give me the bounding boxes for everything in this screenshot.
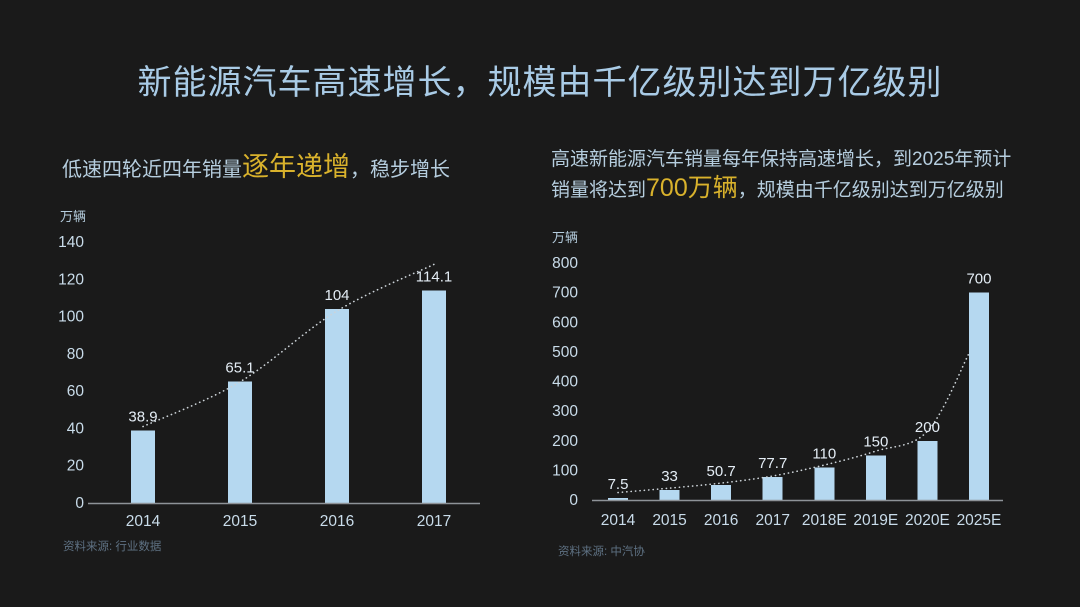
x-label-2017: 2017 (755, 512, 789, 529)
y-tick-0: 0 (569, 492, 578, 509)
bar-2017 (762, 476, 783, 500)
left-subtitle-post: ，稳步增长 (350, 159, 450, 181)
x-label-2015: 2015 (223, 513, 257, 530)
left-chart-subtitle: 低速四轮近四年销量逐年递增，稳步增长 (62, 150, 532, 187)
y-tick-800: 800 (552, 255, 578, 272)
y-axis-unit-label: 万辆 (60, 209, 86, 224)
bar-2015 (659, 490, 680, 500)
left-subtitle-highlight: 逐年递增 (242, 152, 350, 182)
bar-2020E (917, 440, 938, 500)
value-label-2018E: 110 (812, 445, 836, 462)
x-label-2020E: 2020E (905, 512, 950, 529)
y-tick-120: 120 (58, 271, 84, 288)
right-bar-chart: 万辆 0 100 200 300 400 500 600 700 800 7.5 33 50.7 77.7… (552, 230, 1003, 529)
y-tick-400: 400 (552, 374, 578, 391)
y-tick-60: 60 (67, 383, 85, 400)
y-tick-300: 300 (552, 403, 578, 420)
y-tick-80: 80 (67, 346, 85, 363)
left-subtitle-pre: 低速四轮近四年销量 (62, 159, 242, 181)
bar-2016 (711, 484, 732, 500)
x-label-2016: 2016 (704, 512, 738, 529)
bar-2017 (422, 290, 446, 503)
right-subtitle-post: ，规模由千亿级别达到万亿级别 (737, 180, 1004, 201)
bar-2014 (131, 430, 155, 503)
value-label-2015: 65.1 (225, 360, 254, 377)
right-chart-subtitle: 高速新能源汽车销量每年保持高速增长，到2025年预计销量将达到700万辆，规模由… (551, 146, 1018, 205)
x-label-2025E: 2025E (957, 512, 1002, 529)
x-label-2014: 2014 (126, 513, 161, 530)
x-label-2014: 2014 (601, 512, 636, 529)
bar-2025E (968, 292, 989, 500)
y-tick-20: 20 (67, 458, 85, 475)
value-label-2014: 38.9 (128, 408, 157, 425)
y-tick-140: 140 (58, 234, 84, 251)
value-label-2020E: 200 (915, 419, 940, 436)
value-label-2025E: 700 (966, 271, 991, 288)
x-label-2017: 2017 (417, 513, 451, 530)
bar-2014 (608, 497, 628, 500)
value-label-2014: 7.5 (608, 476, 629, 493)
x-label-2019E: 2019E (853, 512, 898, 529)
y-tick-100: 100 (552, 462, 578, 479)
x-label-2015: 2015 (652, 512, 686, 529)
right-chart-source: 资料来源: 中汽协 (558, 546, 645, 558)
value-label-2019E: 150 (863, 434, 888, 451)
value-label-2017: 114.1 (416, 268, 452, 285)
trend-line (142, 263, 435, 428)
bar-2016 (325, 309, 349, 503)
x-label-2016: 2016 (320, 513, 354, 530)
y-tick-700: 700 (552, 285, 578, 302)
y-tick-0: 0 (75, 495, 84, 512)
value-label-2017: 77.7 (758, 455, 787, 472)
y-tick-600: 600 (552, 314, 578, 331)
right-subtitle-highlight: 700万辆 (646, 174, 738, 202)
value-label-2016: 50.7 (707, 463, 736, 480)
y-tick-500: 500 (552, 344, 578, 361)
bar-2018E (814, 467, 835, 500)
x-label-2018E: 2018E (802, 512, 847, 529)
y-axis-unit-label: 万辆 (552, 230, 578, 245)
trend-line (617, 351, 971, 494)
y-tick-100: 100 (58, 309, 84, 326)
y-tick-40: 40 (67, 420, 85, 437)
slide-title: 新能源汽车高速增长，规模由千亿级别达到万亿级别 (137, 64, 943, 102)
right-subtitle-pre: 高速新能源汽车销量每年保持高速增长，到2025年预计销量将达到 (551, 149, 1012, 201)
bar-2015 (228, 381, 252, 503)
value-label-2016: 104 (324, 287, 349, 304)
bar-2019E (865, 455, 886, 500)
y-tick-200: 200 (552, 433, 578, 450)
left-bar-chart: 万辆 0 20 40 60 80 100 120 140 38.9 65.1 104 114.1 2014… (58, 209, 480, 530)
value-label-2015: 33 (661, 468, 678, 485)
left-chart-source: 资料来源: 行业数据 (63, 541, 162, 553)
